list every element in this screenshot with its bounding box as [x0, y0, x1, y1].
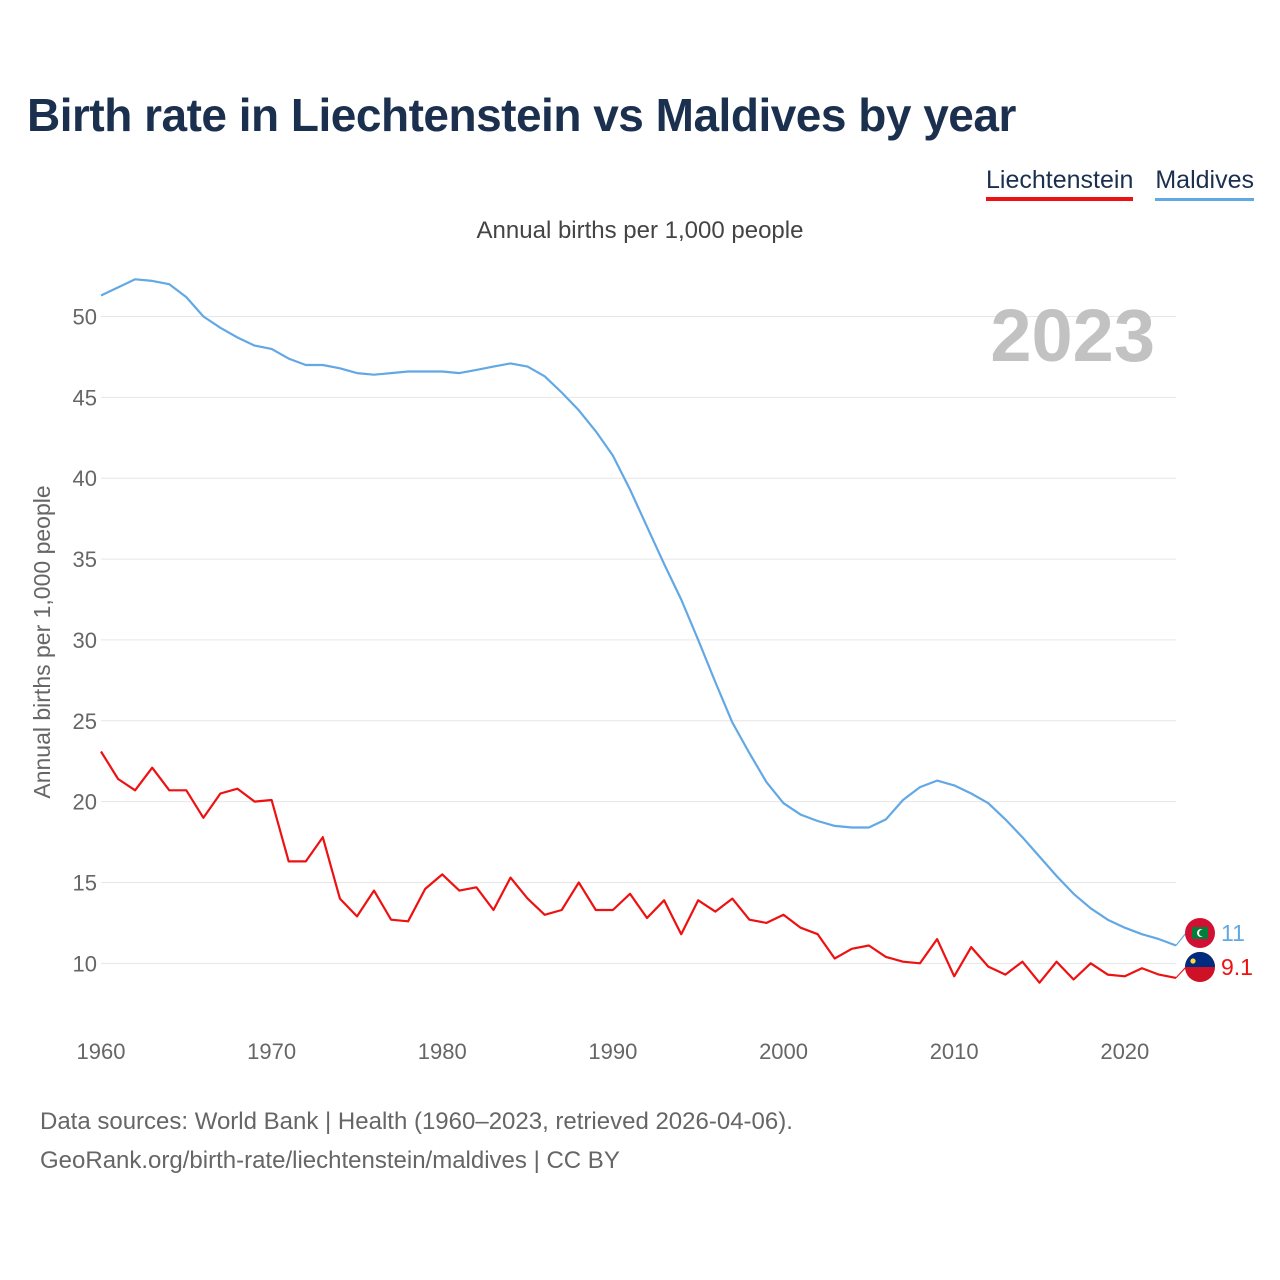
- x-tick-label: 2000: [759, 1039, 808, 1064]
- y-tick-label: 30: [73, 628, 97, 653]
- x-tick-label: 2020: [1100, 1039, 1149, 1064]
- legend: Liechtenstein Maldives: [986, 166, 1254, 201]
- x-tick-label: 1970: [247, 1039, 296, 1064]
- year-watermark: 2023: [990, 294, 1155, 377]
- maldives-leader-line: [1175, 932, 1187, 946]
- y-tick-label: 35: [73, 547, 97, 572]
- maldives-flag-crescent-cut: [1199, 929, 1207, 937]
- y-tick-label: 45: [73, 385, 97, 410]
- x-tick-label: 1960: [77, 1039, 126, 1064]
- legend-item-maldives[interactable]: Maldives: [1155, 166, 1254, 201]
- footer-sources: Data sources: World Bank | Health (1960–…: [40, 1108, 793, 1135]
- y-tick-label: 50: [73, 305, 97, 330]
- x-tick-label: 1980: [418, 1039, 467, 1064]
- liechtenstein-leader-line: [1175, 966, 1187, 979]
- y-axis-label: Annual births per 1,000 people: [29, 485, 55, 798]
- maldives-end-value-label: 11: [1221, 920, 1245, 946]
- y-tick-label: 20: [73, 790, 97, 815]
- footer-link[interactable]: GeoRank.org/birth-rate/liechtenstein/mal…: [40, 1147, 620, 1174]
- series-line-liechtenstein: [100, 750, 1177, 984]
- x-tick-label: 2010: [930, 1039, 979, 1064]
- series-line-maldives: [100, 278, 1177, 947]
- liechtenstein-end-value-label: 9.1: [1221, 954, 1253, 980]
- y-tick-label: 10: [73, 951, 97, 976]
- y-tick-label: 15: [73, 870, 97, 895]
- x-tick-label: 1990: [588, 1039, 637, 1064]
- liechtenstein-flag-blue-half: [1185, 952, 1215, 967]
- legend-item-liechtenstein[interactable]: Liechtenstein: [986, 166, 1134, 201]
- liechtenstein-flag-crown: [1190, 958, 1196, 964]
- chart-title: Birth rate in Liechtenstein vs Maldives …: [27, 89, 1016, 141]
- y-tick-label: 25: [73, 709, 97, 734]
- y-tick-label: 40: [73, 466, 97, 491]
- chart-subtitle: Annual births per 1,000 people: [476, 217, 804, 244]
